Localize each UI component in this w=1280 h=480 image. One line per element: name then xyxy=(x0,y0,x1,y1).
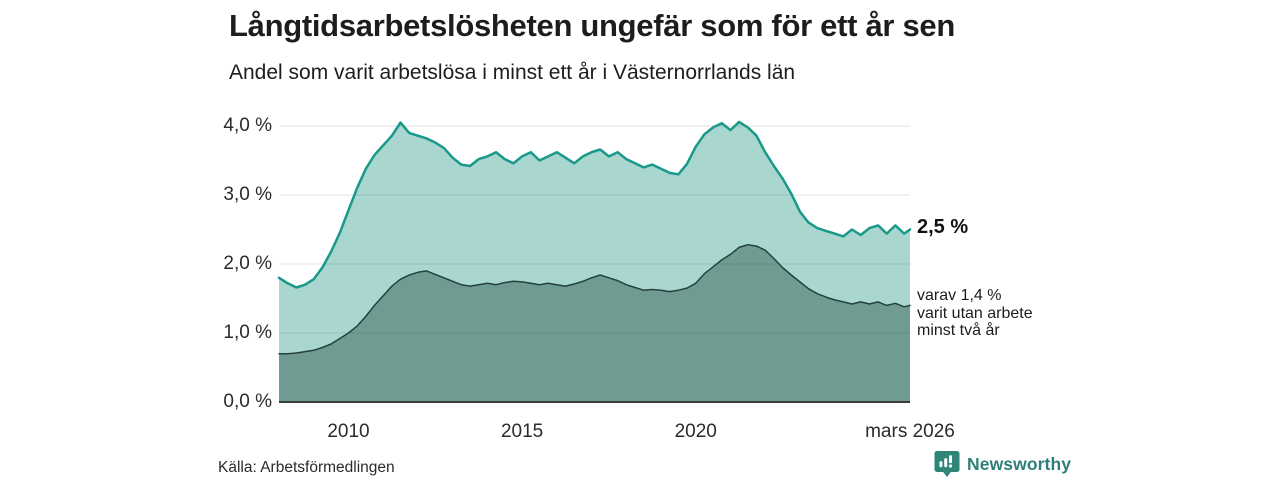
brand-logo: Newsworthy xyxy=(934,450,1071,478)
source-credit: Källa: Arbetsförmedlingen xyxy=(218,459,395,476)
subset-annotation-line1: varav 1,4 % xyxy=(917,287,1002,304)
subset-annotation-line3: minst två år xyxy=(917,322,1000,339)
page-title: Långtidsarbetslösheten ungefär som för e… xyxy=(229,8,956,43)
line-unemployed_min_2_years xyxy=(278,243,911,355)
y-tick-label: 0,0 % xyxy=(223,391,272,412)
x-tick-label: 2015 xyxy=(500,421,544,442)
x-tick-label: mars 2026 xyxy=(865,421,955,442)
chart-subtitle: Andel som varit arbetslösa i minst ett å… xyxy=(229,61,796,84)
y-tick-label: 2,0 % xyxy=(223,253,272,274)
x-tick-label: 2020 xyxy=(674,421,717,442)
latest-value-annotation: 2,5 % xyxy=(917,216,969,238)
y-tick-label: 4,0 % xyxy=(223,115,272,136)
y-tick-label: 1,0 % xyxy=(223,322,272,343)
brand-name: Newsworthy xyxy=(967,453,1072,474)
subset-annotation-line2: varit utan arbete xyxy=(917,304,1033,322)
y-tick-label: 3,0 % xyxy=(223,184,272,205)
line-unemployed_min_1_year xyxy=(277,120,912,289)
subset-value-annotation: varav 1,4 % varit utan arbete minst två … xyxy=(917,287,1033,340)
newsworthy-speech-bubble-barchart-icon xyxy=(934,451,960,477)
area-fill-unemployed_min_2_years xyxy=(279,244,910,402)
x-tick-label: 2010 xyxy=(327,421,370,442)
